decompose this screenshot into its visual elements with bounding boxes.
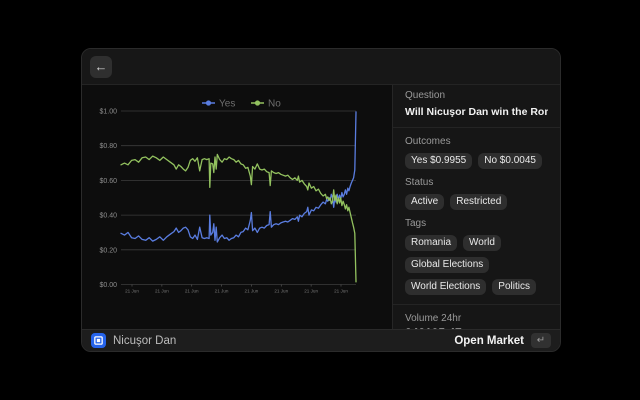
divider bbox=[393, 304, 560, 305]
svg-text:$0.40: $0.40 bbox=[99, 213, 117, 220]
svg-text:$0.80: $0.80 bbox=[99, 143, 117, 150]
svg-text:21 Jun: 21 Jun bbox=[215, 289, 229, 294]
enter-keycap[interactable]: ↵ bbox=[531, 333, 551, 348]
question-title: Will Nicuşor Dan win the Romanian... bbox=[405, 106, 548, 118]
tag-chip: Global Elections bbox=[405, 257, 490, 273]
tag-chips: Romania World Global Elections World Ele… bbox=[405, 235, 548, 295]
question-label: Question bbox=[405, 90, 446, 101]
svg-text:$1.00: $1.00 bbox=[99, 109, 117, 116]
svg-text:$0.60: $0.60 bbox=[99, 178, 117, 185]
svg-text:No: No bbox=[268, 99, 281, 110]
outcomes-label: Outcomes bbox=[405, 136, 451, 147]
status-chip-active: Active bbox=[405, 194, 445, 210]
price-chart: $1.00 $0.80 $0.60 $0.40 $0.20 $0.00 21 Jun 21 J… bbox=[99, 99, 357, 294]
return-icon: ↵ bbox=[536, 335, 546, 346]
tags-label: Tags bbox=[405, 218, 427, 229]
chart-panel: $1.00 $0.80 $0.60 $0.40 $0.20 $0.00 21 Jun 21 J… bbox=[82, 85, 392, 329]
svg-text:$0.20: $0.20 bbox=[99, 247, 117, 254]
polymarket-logo-icon bbox=[91, 333, 106, 348]
outcome-chip-no: No $0.0045 bbox=[478, 153, 542, 169]
market-detail-window: ← $1.00 $0.80 $0.60 $0.40 $0.20 $0.00 21 Jun 21… bbox=[81, 48, 561, 352]
back-arrow-icon: ← bbox=[94, 59, 108, 74]
svg-text:$0.00: $0.00 bbox=[99, 282, 117, 289]
svg-text:Yes: Yes bbox=[219, 99, 235, 110]
status-label: Status bbox=[405, 177, 434, 188]
cube-glyph bbox=[94, 336, 103, 345]
open-market-button[interactable]: Open Market bbox=[454, 334, 524, 347]
volume-label: Volume 24hr bbox=[405, 313, 462, 324]
tag-chip: Politics bbox=[492, 279, 536, 295]
status-chip-restricted: Restricted bbox=[450, 194, 508, 210]
svg-text:21 Jun: 21 Jun bbox=[304, 289, 318, 294]
svg-text:21 Jun: 21 Jun bbox=[185, 289, 199, 294]
outcome-chip-yes: Yes $0.9955 bbox=[405, 153, 473, 169]
command-bar: Nicuşor Dan Open Market ↵ bbox=[82, 329, 560, 351]
status-chips: Active Restricted bbox=[405, 194, 548, 210]
market-detail-sidebar: Question Will Nicuşor Dan win the Romani… bbox=[392, 85, 560, 329]
svg-text:21 Jun: 21 Jun bbox=[334, 289, 348, 294]
svg-text:21 Jun: 21 Jun bbox=[125, 289, 139, 294]
volume-value: 242195.47 bbox=[405, 327, 548, 329]
tag-chip: World Elections bbox=[405, 279, 487, 295]
divider bbox=[393, 127, 560, 128]
tag-chip: Romania bbox=[405, 235, 458, 251]
back-button[interactable]: ← bbox=[90, 55, 112, 78]
content-area: $1.00 $0.80 $0.60 $0.40 $0.20 $0.00 21 Jun 21 J… bbox=[82, 85, 560, 329]
outcomes-chips: Yes $0.9955 No $0.0045 bbox=[405, 153, 548, 169]
svg-text:21 Jun: 21 Jun bbox=[274, 289, 288, 294]
window-header: ← bbox=[82, 49, 560, 85]
tag-chip: World bbox=[463, 235, 501, 251]
svg-text:21 Jun: 21 Jun bbox=[245, 289, 259, 294]
search-input[interactable]: Nicuşor Dan bbox=[113, 334, 177, 347]
svg-text:21 Jun: 21 Jun bbox=[155, 289, 169, 294]
